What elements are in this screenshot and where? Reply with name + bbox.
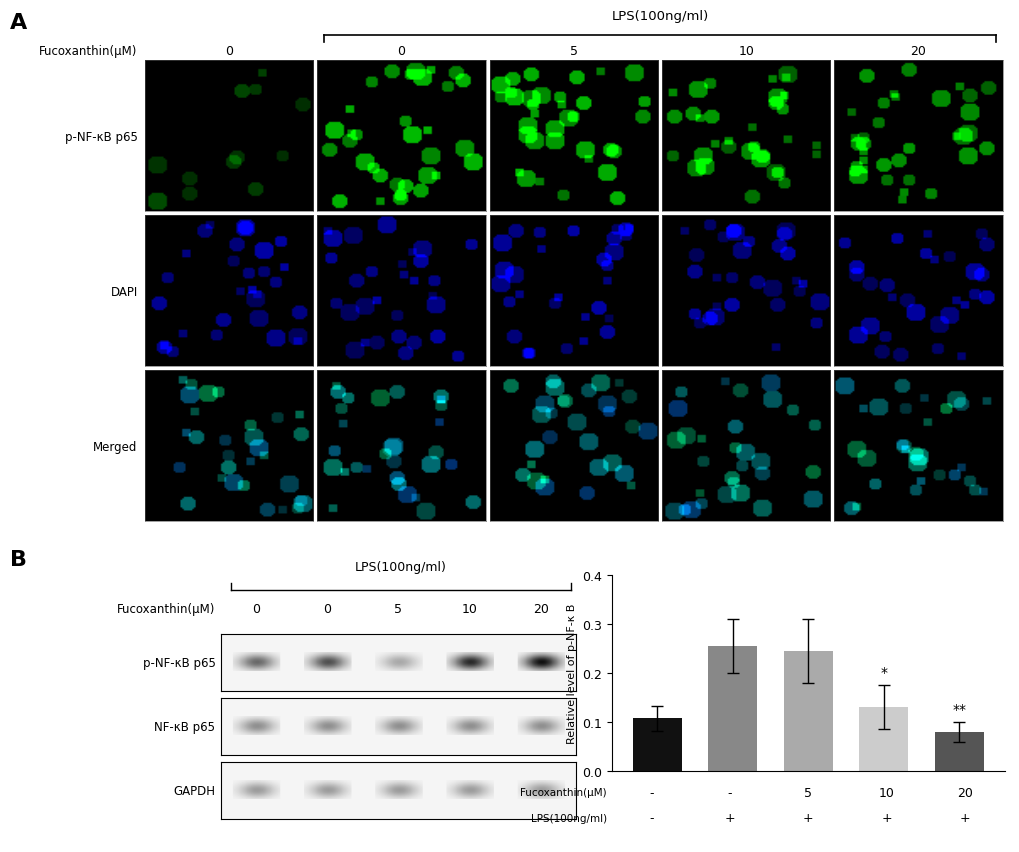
Text: GAPDH: GAPDH	[173, 784, 215, 797]
Text: 10: 10	[878, 786, 894, 799]
Text: 0: 0	[252, 602, 260, 616]
Text: LPS(100ng/ml): LPS(100ng/ml)	[530, 813, 606, 823]
Text: 20: 20	[532, 602, 548, 616]
Text: -: -	[648, 811, 653, 825]
Bar	[632, 718, 681, 771]
Text: NF-κB p65: NF-κB p65	[154, 720, 215, 733]
Text: B: B	[10, 550, 28, 569]
Text: *: *	[879, 665, 887, 679]
Bar	[858, 707, 908, 771]
Text: -: -	[648, 786, 653, 799]
Text: **: **	[952, 702, 965, 717]
Bar	[707, 646, 757, 771]
Text: Fucoxanthin(μM): Fucoxanthin(μM)	[520, 787, 606, 797]
Text: A: A	[10, 13, 28, 32]
Bar	[934, 732, 983, 771]
Text: +: +	[959, 811, 970, 825]
Text: p-NF-κB p65: p-NF-κB p65	[65, 130, 138, 143]
Text: 0: 0	[397, 44, 405, 58]
Text: 5: 5	[394, 602, 403, 616]
Bar	[783, 651, 833, 771]
Text: 10: 10	[738, 44, 753, 58]
Text: Merged: Merged	[93, 440, 138, 453]
Text: 10: 10	[462, 602, 477, 616]
Text: +: +	[802, 811, 813, 825]
Text: +: +	[880, 811, 892, 825]
Text: 20: 20	[910, 44, 925, 58]
Text: p-NF-κB p65: p-NF-κB p65	[143, 656, 215, 669]
Text: LPS(100ng/ml): LPS(100ng/ml)	[610, 9, 708, 22]
Text: 0: 0	[225, 44, 232, 58]
Text: Fucoxanthin(μM): Fucoxanthin(μM)	[117, 602, 215, 616]
Text: 5: 5	[804, 786, 811, 799]
Text: 20: 20	[957, 786, 972, 799]
Text: Fucoxanthin(μM): Fucoxanthin(μM)	[40, 44, 138, 58]
Text: 5: 5	[570, 44, 577, 58]
Y-axis label: Relative level of p-NF-κ B: Relative level of p-NF-κ B	[567, 603, 576, 743]
Text: +: +	[723, 811, 735, 825]
Text: -: -	[727, 786, 732, 799]
Text: LPS(100ng/ml): LPS(100ng/ml)	[355, 561, 446, 573]
Text: DAPI: DAPI	[110, 285, 138, 298]
Text: 0: 0	[323, 602, 331, 616]
